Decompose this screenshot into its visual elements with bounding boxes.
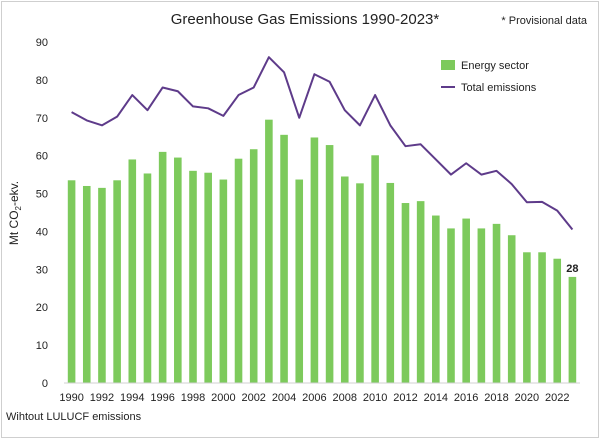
bar: [174, 157, 182, 383]
bar: [295, 179, 304, 383]
x-tick-label: 1996: [150, 392, 174, 404]
x-tick-label: 2022: [545, 392, 569, 404]
provisional-note: * Provisional data: [501, 15, 587, 27]
x-tick-label: 2012: [393, 392, 417, 404]
bar: [416, 201, 425, 383]
x-tick-label: 2014: [424, 392, 448, 404]
y-tick-label: 80: [36, 75, 48, 87]
bar: [523, 252, 531, 383]
x-tick-label: 2016: [454, 392, 478, 404]
bar: [447, 228, 455, 383]
bar: [82, 185, 91, 383]
bar: [249, 149, 258, 383]
bar: [204, 172, 212, 383]
x-axis: 1990 1992 1994 1996 1998 2000 2002 2004 2006 2008…: [59, 392, 569, 404]
y-tick-label: 20: [36, 302, 48, 314]
bar: [128, 159, 137, 383]
bar: [143, 173, 152, 383]
bar: [462, 218, 470, 383]
y-tick-label: 0: [42, 378, 48, 390]
y-tick-label: 60: [36, 151, 48, 163]
y-tick-label: 40: [36, 226, 48, 238]
legend: Energy sector Total emissions: [441, 60, 537, 94]
bar: [265, 119, 273, 383]
bar: [492, 223, 501, 383]
x-tick-label: 2018: [484, 392, 508, 404]
bar: [310, 137, 319, 383]
x-tick-label: 2006: [302, 392, 326, 404]
data-label: 28: [566, 263, 578, 275]
bar: [477, 228, 486, 383]
x-tick-label: 2002: [241, 392, 265, 404]
footnote: Wihtout LULUCF emissions: [6, 411, 142, 423]
x-tick-label: 1990: [59, 392, 83, 404]
y-tick-label: 90: [36, 37, 48, 49]
y-tick-label: 50: [36, 189, 48, 201]
bar: [189, 170, 197, 383]
x-tick-label: 2000: [211, 392, 235, 404]
bar: [280, 134, 288, 383]
bar: [386, 182, 395, 383]
bar: [507, 235, 516, 383]
bar: [325, 145, 334, 383]
x-tick-label: 1998: [181, 392, 205, 404]
chart-title: Greenhouse Gas Emissions 1990-2023*: [171, 11, 440, 28]
bar: [98, 187, 106, 383]
legend-swatch-energy: [441, 60, 455, 70]
bar: [340, 176, 349, 383]
legend-label-energy: Energy sector: [461, 60, 529, 72]
bar: [67, 180, 76, 383]
bar: [553, 258, 562, 383]
x-tick-label: 2020: [515, 392, 539, 404]
x-tick-label: 2004: [272, 392, 296, 404]
bar: [158, 151, 167, 383]
y-tick-label: 70: [36, 113, 48, 125]
bar: [356, 183, 364, 383]
bar: [401, 203, 410, 383]
bar: [371, 155, 379, 383]
legend-label-total: Total emissions: [461, 82, 537, 94]
data-labels: 28: [566, 263, 578, 275]
y-tick-label: 30: [36, 264, 48, 276]
y-tick-label: 10: [36, 340, 48, 352]
bar-series: [67, 119, 577, 383]
bar: [113, 180, 121, 383]
x-tick-label: 2010: [363, 392, 387, 404]
x-tick-label: 1994: [120, 392, 144, 404]
total-emissions-line: [71, 56, 574, 231]
bar: [219, 179, 228, 383]
x-tick-label: 2008: [333, 392, 357, 404]
x-tick-label: 1992: [90, 392, 114, 404]
y-axis: 0 10 20 30 40 50 60 70 80 90: [36, 37, 48, 390]
bar: [568, 276, 577, 383]
bar: [234, 158, 243, 383]
bar: [432, 215, 440, 383]
line-series: [71, 56, 574, 231]
y-axis-label: Mt CO2-ekv.: [7, 181, 23, 245]
bar: [538, 252, 546, 383]
